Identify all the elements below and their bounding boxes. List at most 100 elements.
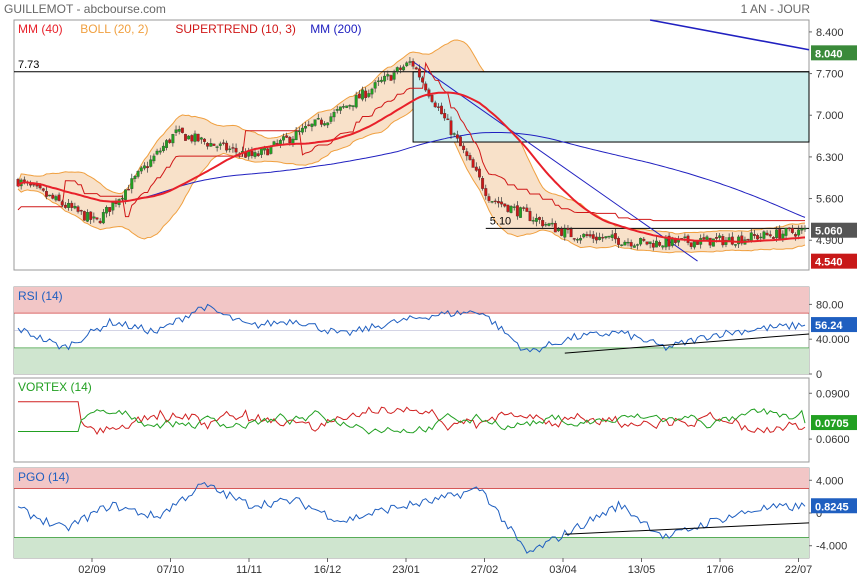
candle-body [335,109,339,111]
pgo-title: PGO (14) [18,470,69,484]
price-badge-label-0: 8.040 [815,48,843,60]
candle-body [582,233,586,238]
candle-body [528,211,532,221]
candle-body [512,206,516,208]
candle-body [762,231,766,239]
candle-body [588,234,592,237]
chart-title: GUILLEMOT - abcbourse.com [4,2,166,16]
candle-body [196,133,200,142]
candle-body [376,80,380,82]
candle-body [370,88,374,95]
vortex-minus-line [18,401,806,436]
candle-body [29,183,33,186]
candle-body [449,120,453,135]
x-tick-label: 17/06 [706,564,734,576]
candle-body [752,234,756,236]
x-tick-label: 07/10 [157,564,185,576]
candle-body [781,233,785,240]
candle-body [266,148,270,156]
candle-body [430,94,434,102]
candle-body [737,236,741,245]
candle-body [794,234,797,237]
candle-body [345,105,349,108]
candle-body [326,122,330,126]
pgo-tick-label: -4.000 [816,541,847,553]
candle-body [63,204,67,208]
candle-body [626,241,630,244]
x-tick-label: 02/09 [78,564,106,576]
candle-body [547,223,551,226]
candle-body [784,228,788,236]
candle-body [253,152,257,157]
bollinger-band-fill [18,40,805,253]
legend-item-2: SUPERTREND (10, 3) [175,22,295,36]
candle-body [765,232,769,236]
candle-body [383,75,387,82]
candle-body [105,207,108,214]
candle-body [215,146,219,148]
level-label-0: 7.73 [18,59,39,71]
legend-item-3: MM (200) [310,22,361,36]
candle-body [149,159,153,167]
rsi-title: RSI (14) [18,289,63,303]
candle-body [168,139,172,143]
candle-body [797,229,801,236]
legend-item-0: MM (40) [18,22,63,36]
pgo-badge-label: 0.8245 [815,501,849,513]
candle-body [319,119,323,125]
supertrend-line [17,61,805,222]
candle-body [111,202,115,211]
candle-body [531,220,535,222]
price-tick-label: 6.300 [816,152,844,164]
ma40-line [17,91,806,243]
candle-body [787,227,791,230]
candle-body [389,75,393,81]
candle-body [89,211,93,220]
candle-body [775,229,779,238]
candle-body [715,237,718,239]
candle-body [288,136,292,144]
candle-body [746,238,750,241]
resistance-zone [412,71,810,143]
candle-body [727,237,731,241]
candle-body [206,143,210,147]
candle-body [538,217,541,220]
x-tick-label: 23/01 [392,564,420,576]
candle-body [500,201,504,205]
candle-body [414,67,418,70]
pgo-lower-zone [14,537,809,558]
candle-body [316,118,320,120]
candle-body [329,116,333,122]
legend-item-1: BOLL (20, 2) [80,22,148,36]
candle-body [683,236,687,239]
candle-body [82,211,86,221]
candle-body [139,167,143,172]
candle-body [402,66,406,71]
rsi-trendline [564,333,810,354]
candle-body [22,179,26,182]
candle-body [667,235,671,247]
candle-body [705,236,709,240]
candle-body [465,151,469,157]
candle-body [361,89,364,100]
candle-body [651,243,655,248]
candle-body [60,201,64,206]
candle-body [54,196,58,201]
candles-group [16,57,807,251]
pgo-tick-label: 0 [816,508,822,520]
candle-body [534,217,538,222]
candle-body [639,238,643,245]
candle-body [544,224,548,226]
candle-body [209,143,213,147]
price-tick-label: 4.900 [816,235,844,247]
candle-body [440,105,443,115]
candle-body [250,150,254,157]
candle-body [443,112,447,119]
candle-body [380,79,383,82]
x-tick-label: 11/11 [236,564,262,576]
candle-body [203,138,206,142]
bollinger-lower-line [17,99,806,254]
candle-body [221,142,225,144]
candle-body [462,145,466,151]
candle-body [127,188,131,191]
